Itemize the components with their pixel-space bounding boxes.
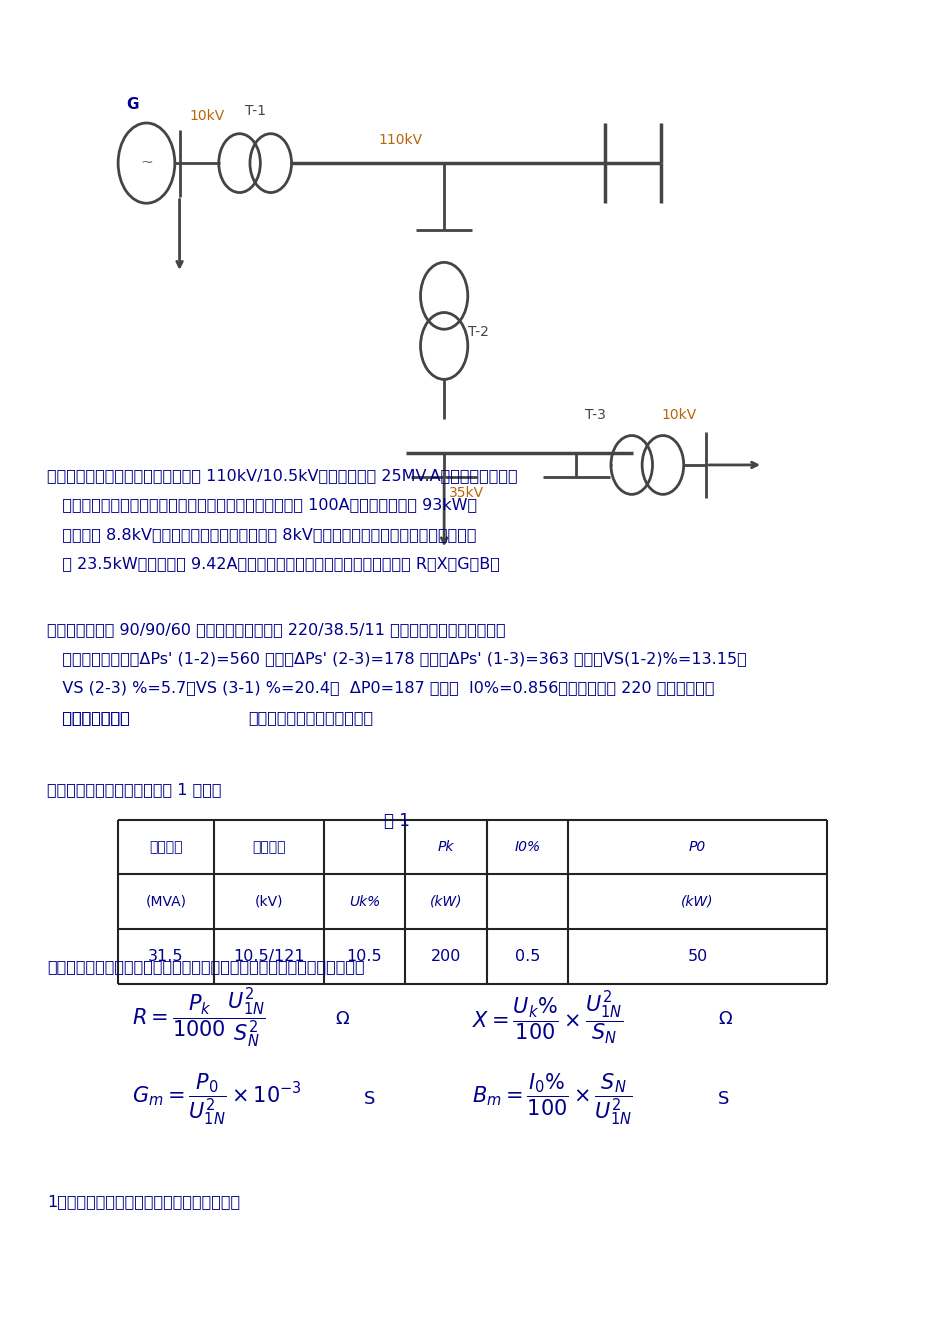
Text: 功率值未归算，电压值已归算: 功率值未归算，电压值已归算	[248, 710, 373, 725]
Text: 35kV: 35kV	[448, 487, 483, 500]
Text: 10.5: 10.5	[346, 949, 381, 964]
Text: 器参数。（注：: 器参数。（注：	[47, 710, 130, 725]
Text: 110kV: 110kV	[378, 134, 422, 147]
Text: (kV): (kV)	[254, 894, 282, 909]
Text: 变压器绕组电阻、漏抗、励磁支路电导和励磁支路电纳的计算公式分别为：: 变压器绕组电阻、漏抗、励磁支路电导和励磁支路电纳的计算公式分别为：	[47, 959, 364, 973]
Text: T-1: T-1	[244, 104, 265, 118]
Text: (kW): (kW)	[681, 894, 713, 909]
Text: S: S	[717, 1090, 729, 1108]
Text: G: G	[126, 98, 139, 112]
Text: 参数。受试验条件限制，在变压器一次侧加短路试验电流 100A，测得短路损耗 93kW，: 参数。受试验条件限制，在变压器一次侧加短路试验电流 100A，测得短路损耗 93…	[47, 497, 477, 512]
Text: ~: ~	[140, 156, 153, 170]
Text: T-3: T-3	[584, 408, 605, 422]
Text: 耗 23.5kW，空载电流 9.42A。求该变压器折算到变压器一次侧的参数 R、X、G、B。: 耗 23.5kW，空载电流 9.42A。求该变压器折算到变压器一次侧的参数 R、…	[47, 556, 499, 571]
Text: Ω: Ω	[717, 1009, 731, 1028]
Text: Ω: Ω	[335, 1009, 348, 1028]
Text: 10kV: 10kV	[189, 110, 224, 123]
Text: 50: 50	[686, 949, 707, 964]
Text: 给出试验数据为：ΔPs' (1-2)=560 千瓦，ΔPs' (2-3)=178 千瓦，ΔPs' (1-3)=363 千瓦，VS(1-2)%=13.15，: 给出试验数据为：ΔPs' (1-2)=560 千瓦，ΔPs' (2-3)=178…	[47, 651, 746, 666]
Text: 短路电压 8.8kV（线电压）；在二次侧加电压 8kV（线电压）进行空载试验，测得空载损: 短路电压 8.8kV（线电压）；在二次侧加电压 8kV（线电压）进行空载试验，测…	[47, 527, 476, 541]
Text: Uk%: Uk%	[348, 894, 379, 909]
Text: 31.5: 31.5	[148, 949, 183, 964]
Text: P0: P0	[688, 840, 705, 854]
Text: 表 1: 表 1	[383, 812, 410, 829]
Text: 10kV: 10kV	[661, 408, 696, 422]
Text: 额定容量: 额定容量	[149, 840, 182, 854]
Text: (kW): (kW)	[430, 894, 462, 909]
Text: 器参数。（注：: 器参数。（注：	[47, 710, 130, 725]
Text: T-2: T-2	[467, 325, 488, 338]
Text: 五、一容量比为 90/90/60 兆伏安，额定电压为 220/38.5/11 千伏的三绕组变压器。工厂: 五、一容量比为 90/90/60 兆伏安，额定电压为 220/38.5/11 千…	[47, 622, 505, 636]
Text: Pk: Pk	[437, 840, 454, 854]
Text: 四、有一台双绕组变压器，电压比为 110kV/10.5kV，额定容量为 25MV.A，欲通过试验确定: 四、有一台双绕组变压器，电压比为 110kV/10.5kV，额定容量为 25MV…	[47, 468, 517, 483]
Text: 10.5/121: 10.5/121	[232, 949, 304, 964]
Text: $\mathit{R} = \dfrac{\mathit{P_k}}{1000} \dfrac{\mathit{U_{1N}^2}}{\mathit{S_N^2: $\mathit{R} = \dfrac{\mathit{P_k}}{1000}…	[132, 987, 266, 1051]
Text: $\mathit{G_m} = \dfrac{\mathit{P_0}}{\mathit{U_{1N}^2}} \times 10^{-3}$: $\mathit{G_m} = \dfrac{\mathit{P_0}}{\ma…	[132, 1071, 302, 1127]
Text: I0%: I0%	[514, 840, 540, 854]
Text: S: S	[363, 1090, 375, 1108]
Text: 200: 200	[430, 949, 461, 964]
Text: $\mathit{B_m} = \dfrac{\mathit{I_0\%}}{100} \times \dfrac{\mathit{S_N}}{\mathit{: $\mathit{B_m} = \dfrac{\mathit{I_0\%}}{1…	[472, 1071, 632, 1127]
Text: 0.5: 0.5	[514, 949, 540, 964]
Text: 1、试计算变压器绕组电阻、漏抗的有名值；: 1、试计算变压器绕组电阻、漏抗的有名值；	[47, 1194, 240, 1209]
Text: $\mathit{X} = \dfrac{\mathit{U_k\%}}{100} \times \dfrac{\mathit{U_{1N}^2}}{\math: $\mathit{X} = \dfrac{\mathit{U_k\%}}{100…	[472, 991, 623, 1047]
Text: VS (2-3) %=5.7，VS (3-1) %=20.4，  ΔP0=187 千瓦，  I0%=0.856。试求归算到 220 千伏侧的变压: VS (2-3) %=5.7，VS (3-1) %=20.4， ΔP0=187 …	[47, 681, 714, 695]
Text: 六、已知某一变压器参数如表 1 所示。: 六、已知某一变压器参数如表 1 所示。	[47, 782, 222, 797]
Text: 额定电压: 额定电压	[252, 840, 285, 854]
Text: (MVA): (MVA)	[145, 894, 186, 909]
